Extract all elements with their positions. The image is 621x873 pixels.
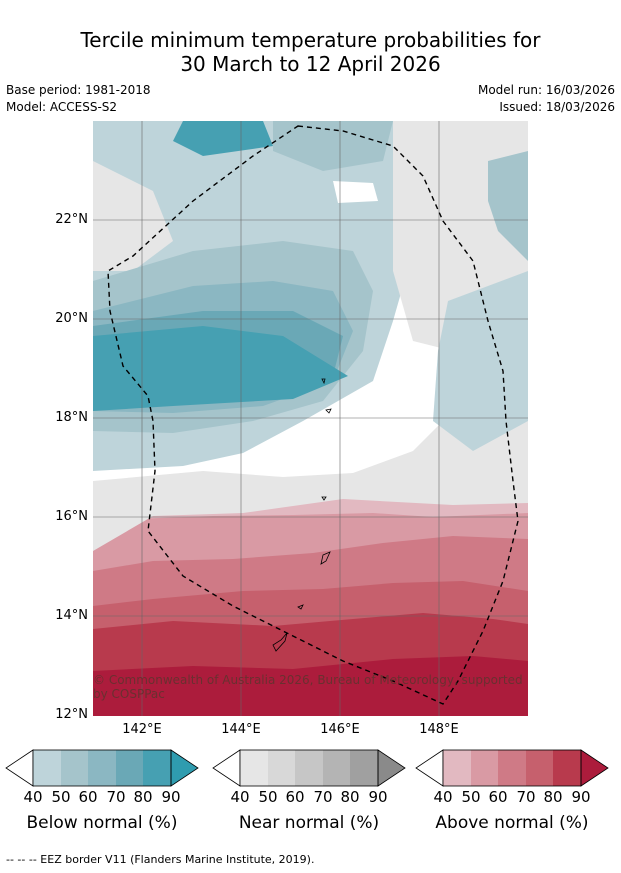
- tick: 50: [51, 788, 71, 806]
- colorbar-above: [415, 749, 609, 787]
- lat-label-16: 16°N: [55, 509, 88, 524]
- probability-map: [93, 121, 528, 716]
- saipan-island: [320, 551, 331, 565]
- lon-label-144: 144°E: [221, 722, 261, 737]
- lat-label-18: 18°N: [55, 410, 88, 425]
- lat-label-14: 14°N: [55, 608, 88, 623]
- colorbar-below: [5, 749, 199, 787]
- tick: 60: [488, 788, 508, 806]
- near-band-40: [93, 411, 528, 551]
- tick: 80: [543, 788, 563, 806]
- below-patch-north: [273, 121, 393, 171]
- issued-date: Issued: 18/03/2026: [499, 100, 615, 114]
- below-band-80: [93, 326, 348, 411]
- guam-island: [272, 632, 288, 652]
- tick: 90: [368, 788, 388, 806]
- tick: 80: [133, 788, 153, 806]
- tick: 90: [571, 788, 591, 806]
- tick: 90: [161, 788, 181, 806]
- tick: 70: [313, 788, 333, 806]
- chart-title: Tercile minimum temperature probabilitie…: [0, 28, 621, 76]
- rota-island: [297, 604, 304, 610]
- tick: 50: [258, 788, 278, 806]
- tick: 40: [230, 788, 250, 806]
- tick: 60: [285, 788, 305, 806]
- base-period: Base period: 1981-2018: [6, 83, 151, 97]
- lon-label-148: 148°E: [419, 722, 459, 737]
- near-gap: [333, 181, 378, 203]
- islands: [272, 378, 332, 652]
- colorbar-near: [212, 749, 406, 787]
- model-run: Model run: 16/03/2026: [477, 83, 615, 97]
- map-credit: © Commonwealth of Australia 2026, Bureau…: [93, 673, 523, 701]
- title-line-1: Tercile minimum temperature probabilitie…: [80, 28, 541, 52]
- below-patch-east: [488, 151, 528, 261]
- eez-border: [107, 125, 519, 705]
- below-band-80-north: [173, 121, 273, 156]
- tick: 80: [340, 788, 360, 806]
- near-patch-west: [93, 161, 173, 271]
- below-normal-label: Below normal (%): [26, 813, 178, 833]
- tick: 70: [516, 788, 536, 806]
- near-normal-label: Near normal (%): [238, 813, 380, 833]
- tick: 40: [433, 788, 453, 806]
- tick: 40: [23, 788, 43, 806]
- title-line-2: 30 March to 12 April 2026: [180, 52, 441, 76]
- lon-label-142: 142°E: [122, 722, 162, 737]
- below-patch-southeast: [433, 271, 528, 451]
- above-band-90: [93, 656, 528, 716]
- model-name: Model: ACCESS-S2: [6, 100, 118, 114]
- eez-footnote: -- -- -- EEZ border V11 (Flanders Marine…: [6, 853, 315, 866]
- tick: 60: [78, 788, 98, 806]
- lat-label-20: 20°N: [55, 311, 88, 326]
- graticule: [93, 121, 528, 716]
- lon-label-146: 146°E: [320, 722, 360, 737]
- lat-label-12: 12°N: [55, 707, 88, 722]
- tick: 50: [461, 788, 481, 806]
- above-normal-label: Above normal (%): [435, 813, 589, 833]
- tick: 70: [106, 788, 126, 806]
- lat-label-22: 22°N: [55, 212, 88, 227]
